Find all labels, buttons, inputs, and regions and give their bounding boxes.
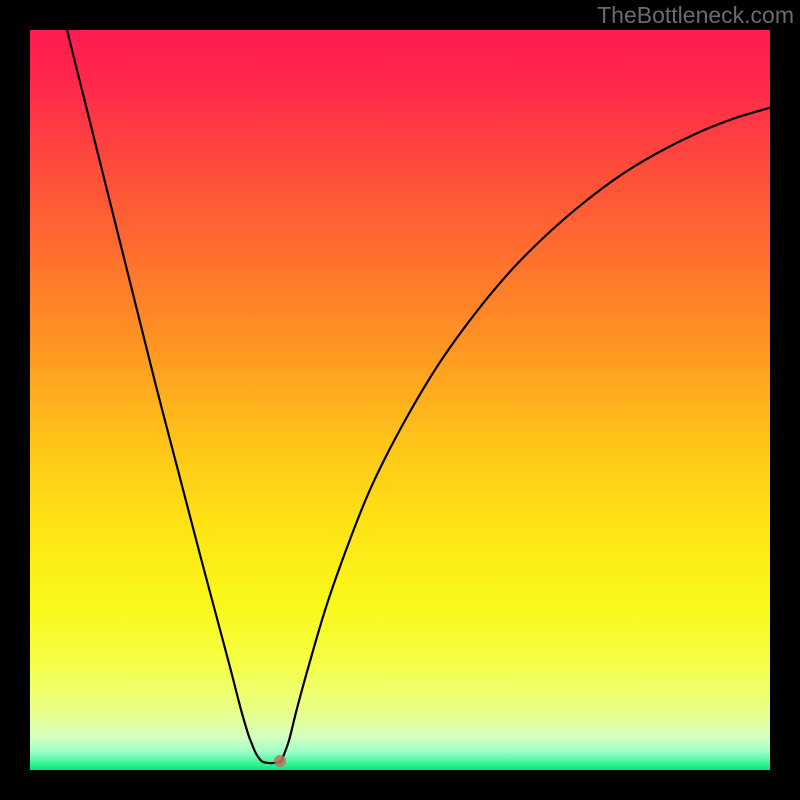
bottleneck-curve-path: [67, 30, 770, 763]
watermark-text: TheBottleneck.com: [597, 2, 794, 29]
bottleneck-curve-svg: [30, 30, 770, 770]
plot-area: [30, 30, 770, 770]
